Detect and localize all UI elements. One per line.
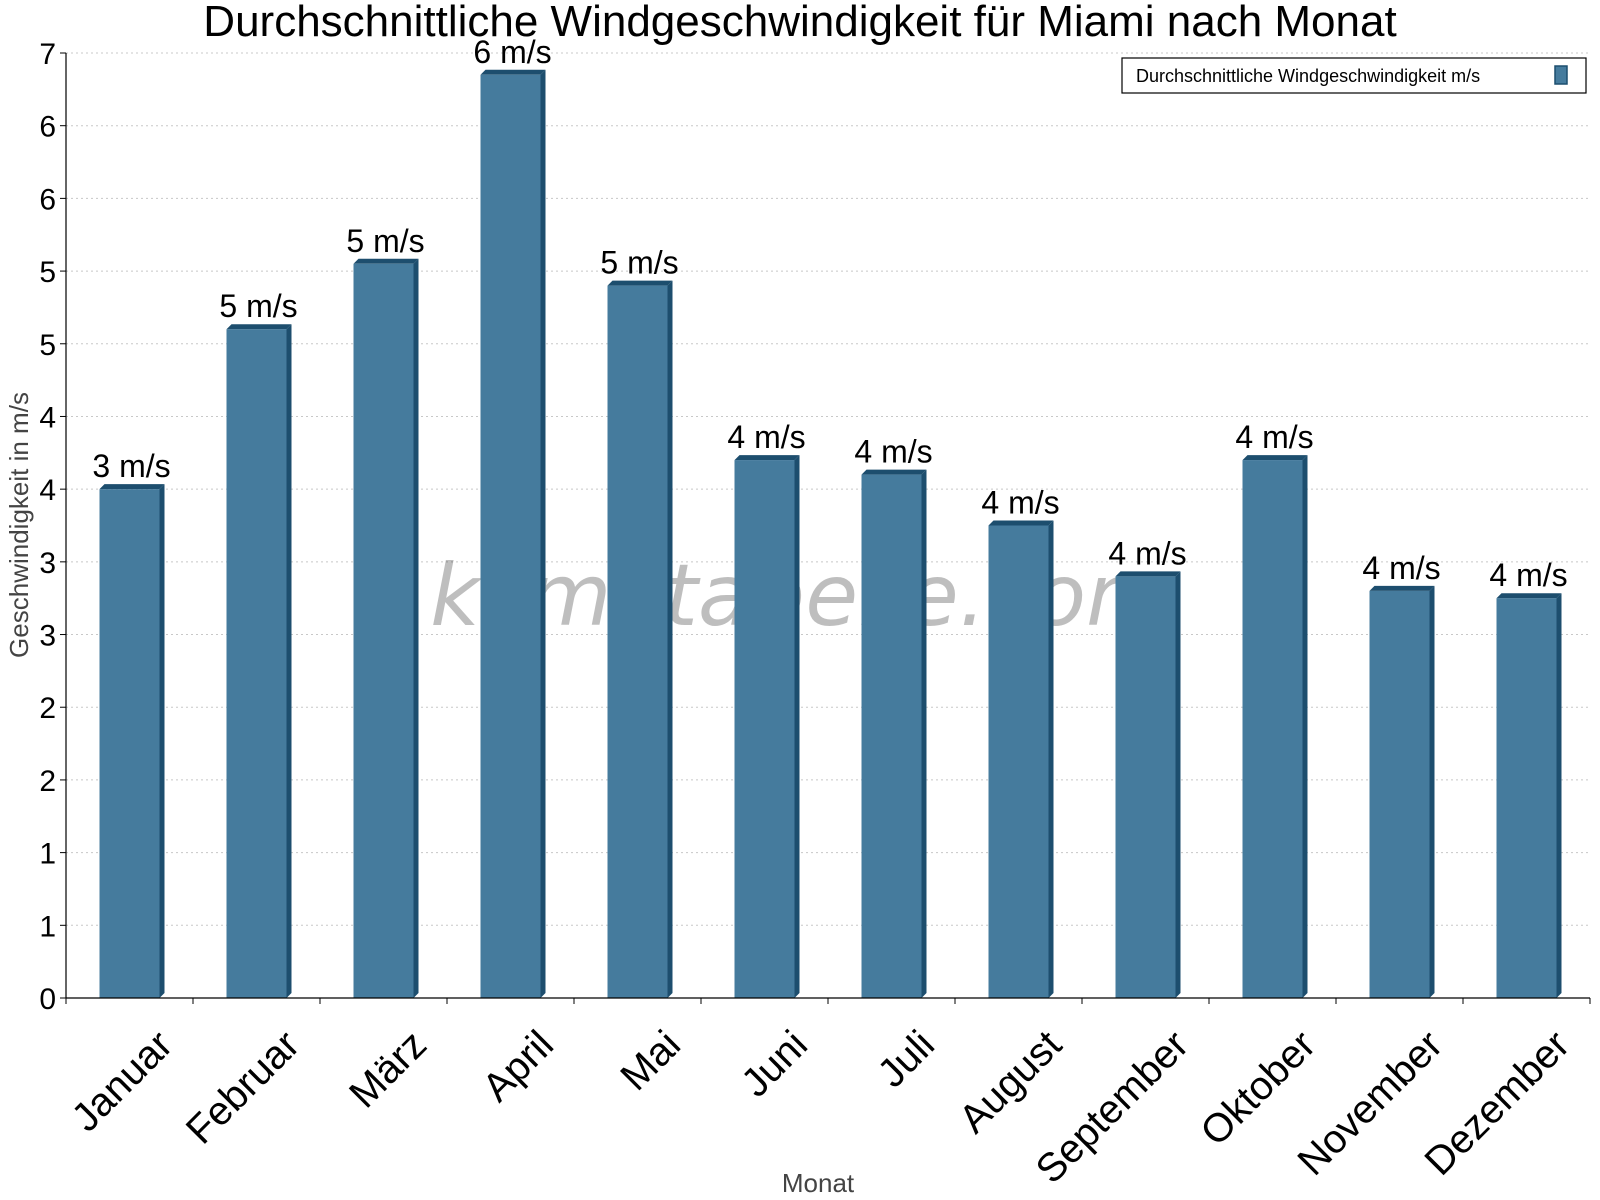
bar-side (1048, 520, 1054, 998)
data-label: 5 m/s (346, 223, 424, 259)
y-tick-label: 1 (39, 910, 56, 943)
bar-side (667, 280, 673, 999)
legend-label: Durchschnittliche Windgeschwindigkeit m/… (1136, 66, 1480, 86)
bar-top (1242, 455, 1308, 461)
x-axis-title: Monat (782, 1168, 855, 1198)
x-tick-label: April (474, 1022, 562, 1110)
axes (65, 53, 1590, 999)
bar-side (1556, 593, 1562, 998)
bar-top (353, 258, 419, 264)
y-tick-label: 7 (39, 38, 56, 71)
bar-series (99, 69, 1562, 999)
x-tick-label: Juni (733, 1022, 816, 1105)
bar-side (540, 69, 546, 999)
bar (734, 455, 800, 999)
y-tick-label: 5 (39, 256, 56, 289)
data-label: 5 m/s (219, 288, 297, 324)
bar-top (480, 69, 546, 75)
bar-face (1115, 576, 1176, 998)
legend-box (1121, 57, 1587, 94)
y-tick-label: 6 (39, 183, 56, 216)
data-label: 4 m/s (1489, 557, 1567, 593)
bar (1369, 585, 1435, 998)
y-tick-label: 1 (39, 838, 56, 871)
bar (353, 258, 419, 998)
data-label: 4 m/s (1235, 419, 1313, 455)
bar-side (413, 258, 419, 998)
bar-side (1302, 455, 1308, 999)
bar-face (607, 285, 668, 999)
data-label: 3 m/s (92, 448, 170, 484)
y-tick-label: 3 (39, 547, 56, 580)
x-tick-label: Mai (612, 1022, 689, 1099)
bar (1496, 593, 1562, 998)
bar-face (734, 460, 795, 999)
bar-face (1496, 598, 1557, 998)
data-label: 4 m/s (1108, 535, 1186, 571)
bar-face (226, 329, 287, 998)
bar-side (1175, 571, 1181, 998)
bar-top (988, 520, 1054, 526)
bar-face (1242, 460, 1303, 999)
bar-face (1369, 590, 1430, 998)
legend: Durchschnittliche Windgeschwindigkeit m/… (1121, 57, 1587, 94)
bar-side (159, 484, 165, 999)
bar-face (861, 474, 922, 999)
bar (988, 520, 1054, 998)
y-tick-label: 6 (39, 111, 56, 144)
bar-face (99, 489, 160, 998)
bar-top (99, 484, 165, 490)
x-tick-label: Oktober (1192, 1022, 1324, 1154)
bar (226, 324, 292, 998)
y-tick-label: 5 (39, 329, 56, 362)
bar-face (353, 263, 414, 998)
y-tick-label: 4 (39, 401, 56, 434)
chart-title: Durchschnittliche Windgeschwindigkeit fü… (203, 0, 1396, 46)
x-tick-label: Juli (870, 1022, 944, 1096)
data-label: 5 m/s (600, 245, 678, 281)
bar (861, 469, 927, 999)
data-label: 4 m/s (727, 419, 805, 455)
bar (480, 69, 546, 999)
y-tick-label: 2 (39, 765, 56, 798)
grid-lines (66, 52, 1590, 926)
bar-top (607, 280, 673, 286)
x-tick-label: August (951, 1022, 1070, 1141)
bar-face (480, 74, 541, 999)
y-tick-label: 2 (39, 692, 56, 725)
bar (607, 280, 673, 999)
y-axis-title: Geschwindigkeit in m/s (4, 392, 34, 658)
bar (99, 484, 165, 999)
legend-swatch (1554, 65, 1568, 85)
y-axis-ticks: 0 1 1 2 2 3 3 4 4 5 5 6 6 7 (39, 38, 66, 1016)
bar (1242, 455, 1308, 999)
bar-side (794, 455, 800, 999)
x-tick-label: Januar (63, 1022, 181, 1140)
data-label: 4 m/s (854, 434, 932, 470)
bar-side (921, 469, 927, 999)
bar-top (861, 469, 927, 475)
bar-top (1496, 593, 1562, 599)
bar-side (1429, 585, 1435, 998)
data-label: 6 m/s (473, 34, 551, 70)
bar-side (286, 324, 292, 998)
x-tick-label: Februar (178, 1022, 308, 1152)
y-tick-label: 3 (39, 620, 56, 653)
bar-top (226, 324, 292, 330)
bar (1115, 571, 1181, 998)
bar-top (734, 455, 800, 461)
y-tick-label: 4 (39, 474, 56, 507)
x-tick-label: März (341, 1022, 435, 1116)
bar-top (1115, 571, 1181, 577)
data-labels: 3 m/s 5 m/s 5 m/s 6 m/s 5 m/s 4 m/s 4 m/s 4 m/s… (92, 34, 1567, 593)
bar-face (988, 525, 1049, 998)
data-label: 4 m/s (1362, 550, 1440, 586)
y-tick-label: 0 (39, 983, 56, 1016)
bar-top (1369, 585, 1435, 591)
data-label: 4 m/s (981, 485, 1059, 521)
